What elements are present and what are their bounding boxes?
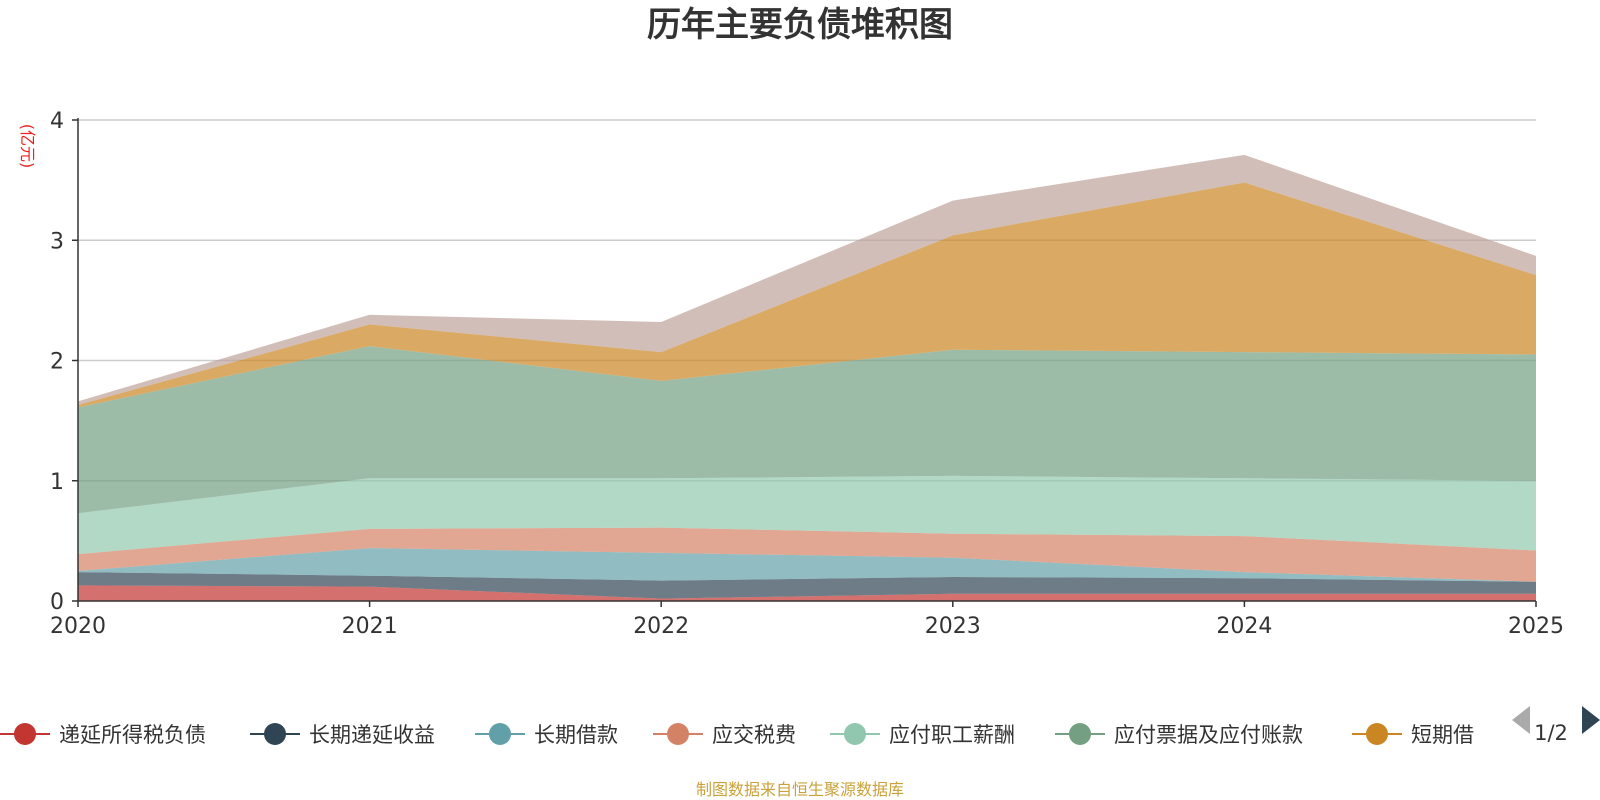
legend-label: 短期借: [1411, 723, 1474, 747]
x-tick-label: 2020: [50, 614, 106, 639]
legend-label: 长期借款: [534, 723, 618, 747]
legend-pager: 1/2: [1512, 706, 1600, 745]
y-tick-labels: 0 1 2 3 4: [50, 109, 64, 615]
y-tick-label: 1: [50, 470, 64, 495]
legend-item[interactable]: 递延所得税负债: [0, 723, 206, 747]
y-tick-label: 2: [50, 350, 64, 375]
legend-circle-icon: [264, 723, 286, 745]
y-tick-label: 4: [50, 109, 64, 134]
chart-title: 历年主要负债堆积图: [647, 5, 953, 45]
legend-circle-icon: [667, 723, 689, 745]
legend-page-indicator: 1/2: [1534, 721, 1568, 745]
legend-item[interactable]: 短期借: [1352, 723, 1474, 747]
legend-label: 应交税费: [712, 723, 796, 747]
y-tick-label: 0: [50, 590, 64, 615]
area-series-group: [78, 154, 1536, 601]
area-series-8: [78, 154, 1536, 405]
legend-circle-icon: [489, 723, 511, 745]
x-tick-label: 2023: [925, 614, 981, 639]
legend-item[interactable]: 应交税费: [653, 723, 796, 747]
area-series-6: [78, 346, 1536, 514]
area-series-1: [78, 585, 1536, 601]
area-series-2: [78, 572, 1536, 599]
y-axis-unit-label: (亿元): [18, 124, 37, 169]
legend-item[interactable]: 长期借款: [475, 723, 618, 747]
legend-item[interactable]: 长期递延收益: [250, 723, 435, 747]
x-tick-label: 2021: [342, 614, 398, 639]
area-series-4: [78, 527, 1536, 582]
legend-prev-page-icon[interactable]: [1512, 706, 1530, 734]
x-tick-labels: 2020 2021 2022 2023 2024 2025: [50, 614, 1564, 639]
y-tick-label: 3: [50, 229, 64, 254]
legend-item[interactable]: 应付职工薪酬: [830, 723, 1015, 747]
x-tick-label: 2022: [633, 614, 689, 639]
legend-circle-icon: [14, 723, 36, 745]
legend-label: 长期递延收益: [309, 723, 435, 747]
legend-label: 递延所得税负债: [59, 723, 206, 747]
legend: 递延所得税负债 长期递延收益 长期借款 应交税费 应付职工薪酬 应付票据及应付账款 短期借: [0, 723, 1474, 747]
x-tick-label: 2024: [1216, 614, 1272, 639]
legend-label: 应付职工薪酬: [889, 723, 1015, 747]
legend-item[interactable]: 应付票据及应付账款: [1055, 723, 1303, 747]
source-note: 制图数据来自恒生聚源数据库: [696, 780, 904, 799]
area-series-3: [78, 548, 1536, 582]
legend-label: 应付票据及应付账款: [1114, 723, 1303, 747]
axes: [72, 118, 1537, 607]
legend-circle-icon: [844, 723, 866, 745]
area-series-7: [78, 182, 1536, 408]
legend-next-page-icon[interactable]: [1582, 706, 1600, 734]
x-tick-label: 2025: [1508, 614, 1564, 639]
legend-circle-icon: [1366, 723, 1388, 745]
legend-circle-icon: [1069, 723, 1091, 745]
area-series-5: [78, 475, 1536, 555]
